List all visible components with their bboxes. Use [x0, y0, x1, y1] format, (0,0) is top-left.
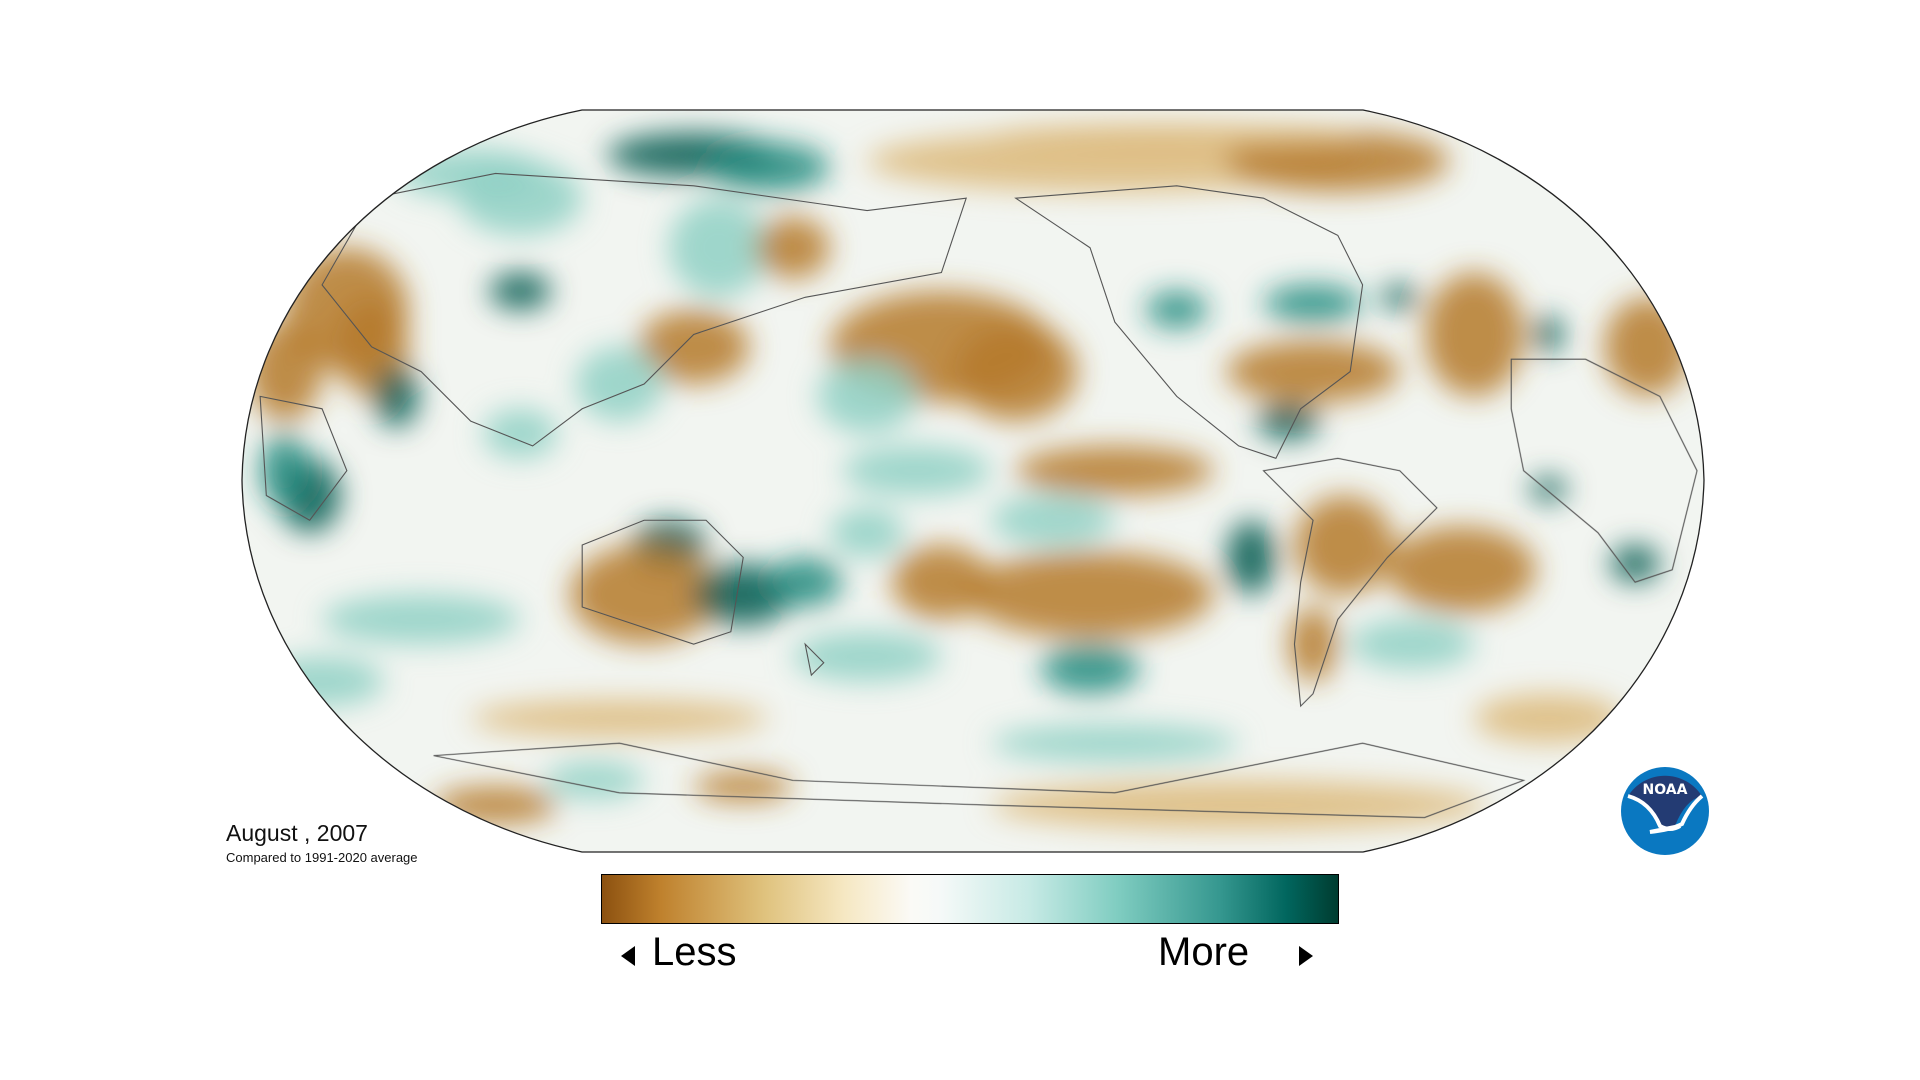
anomaly-region — [1294, 495, 1394, 595]
anomaly-region — [470, 699, 768, 738]
coastline — [1511, 359, 1697, 582]
anomaly-region — [693, 563, 793, 626]
anomaly-region — [1040, 644, 1140, 694]
anomaly-region — [1263, 284, 1363, 323]
anomaly-region — [374, 365, 419, 428]
anomaly-region — [576, 346, 663, 422]
coastline — [260, 396, 347, 520]
anomaly-region — [1226, 340, 1400, 403]
less-label: Less — [652, 930, 737, 974]
anomaly-region — [483, 408, 558, 459]
anomaly-region — [817, 359, 917, 434]
anomaly-region — [990, 123, 1363, 149]
more-label: More — [1158, 930, 1250, 974]
coastlines — [260, 173, 1697, 817]
anomaly-region — [990, 724, 1239, 762]
anomaly-region — [768, 557, 843, 607]
anomaly-region — [1424, 272, 1524, 397]
anomaly-region — [990, 780, 1487, 830]
anomaly-region — [1387, 526, 1536, 614]
anomaly-region — [1604, 297, 1691, 397]
coastline — [434, 743, 1524, 817]
noaa-logo: NOAA — [1621, 767, 1709, 855]
anomaly-region — [1226, 520, 1276, 595]
anomaly-region — [637, 309, 750, 384]
anomaly-region — [569, 545, 719, 645]
anomaly-region — [829, 507, 905, 558]
anomaly-region — [706, 142, 830, 192]
anomaly-region — [545, 761, 645, 799]
anomaly-region — [792, 631, 942, 682]
anomaly-region — [1288, 606, 1338, 682]
map-title: August , 2007 — [226, 820, 368, 846]
anomaly-region — [1350, 619, 1475, 669]
anomaly-region — [1257, 402, 1320, 440]
triangle-right-icon — [1299, 946, 1313, 966]
coastline — [1016, 186, 1363, 459]
anomaly-region — [1610, 545, 1660, 583]
anomaly-region — [260, 433, 310, 508]
anomaly-region — [891, 545, 991, 620]
triangle-left-icon — [621, 946, 635, 966]
anomaly-region — [755, 216, 830, 279]
anomaly-region — [842, 445, 991, 496]
coastline — [1263, 458, 1436, 706]
anomaly-region — [990, 495, 1115, 546]
anomaly-region — [1474, 693, 1623, 744]
map-border — [241, 109, 1705, 853]
coastline — [805, 644, 824, 675]
anomaly-region — [966, 551, 1214, 638]
coastline — [322, 173, 966, 446]
svg-text:NOAA: NOAA — [1643, 782, 1688, 798]
color-scale-bar — [601, 874, 1339, 924]
coastline — [582, 520, 743, 644]
anomaly-region — [1533, 315, 1564, 354]
anomaly-region — [322, 594, 521, 645]
anomaly-region — [1015, 445, 1214, 496]
anomaly-region — [953, 322, 1078, 422]
anomaly-region — [458, 161, 583, 236]
anomaly-region — [693, 771, 793, 802]
anomaly-region — [668, 198, 768, 298]
anomaly-region — [1381, 284, 1419, 310]
anomaly-region — [489, 272, 552, 310]
map-subtitle: Compared to 1991-2020 average — [226, 850, 418, 865]
anomaly-region — [1145, 291, 1208, 329]
